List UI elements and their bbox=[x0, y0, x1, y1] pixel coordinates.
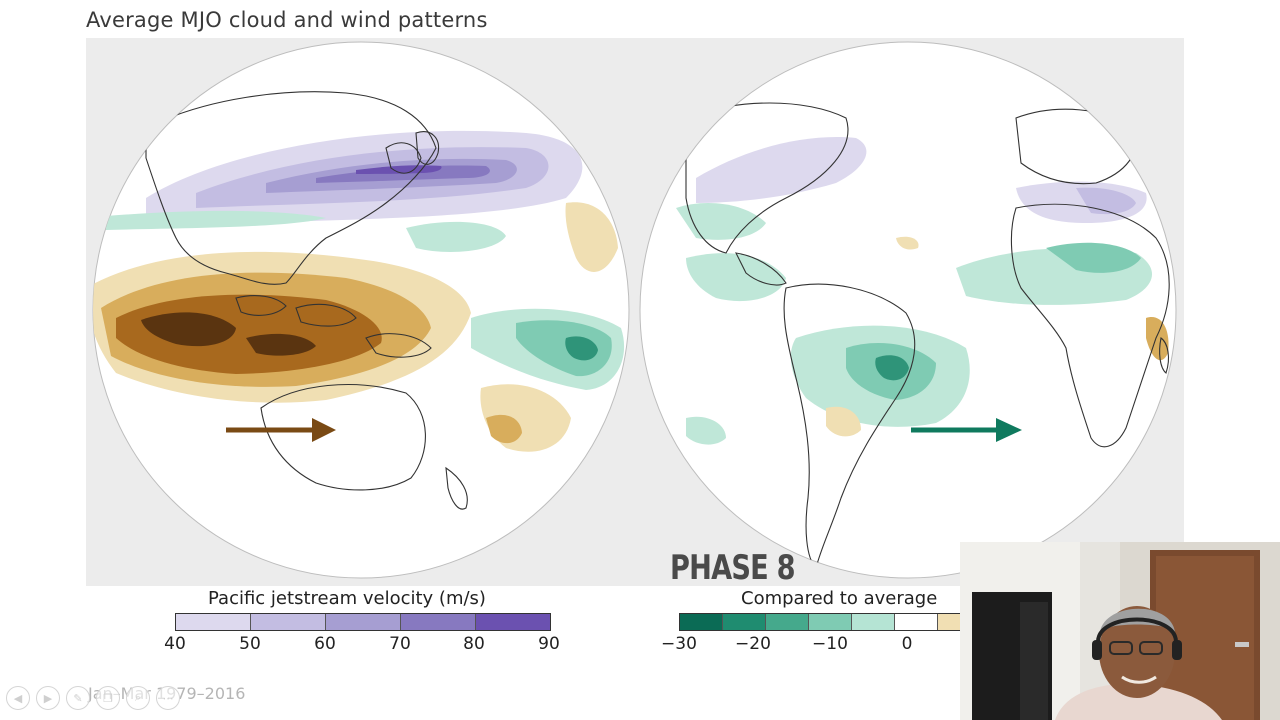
anom-tick-neg30: −30 bbox=[661, 634, 697, 654]
anom-tick-neg10: −10 bbox=[812, 634, 848, 654]
anom-cell-5 bbox=[895, 614, 938, 630]
jet-cell-1 bbox=[251, 614, 326, 630]
presenter-webcam bbox=[960, 542, 1280, 720]
presenter-head bbox=[1099, 606, 1175, 698]
phase-label: PHASE 8 bbox=[670, 548, 796, 588]
eastward-arrow-teal bbox=[911, 418, 1022, 442]
jet-tick-80: 80 bbox=[463, 634, 485, 654]
eastward-arrow-brown bbox=[226, 418, 336, 442]
jetstream-band-atlantic bbox=[696, 137, 867, 203]
anom-tick-0: 0 bbox=[901, 634, 913, 654]
australia-outline bbox=[260, 384, 426, 491]
copy-icon[interactable]: ❐ bbox=[96, 686, 120, 710]
anomaly-colorbar bbox=[679, 613, 981, 631]
webcam-scene bbox=[960, 542, 1280, 720]
north-america-outline bbox=[685, 102, 849, 254]
anom-cell-2 bbox=[766, 614, 809, 630]
jet-cell-0 bbox=[176, 614, 251, 630]
anomaly-legend-title: Compared to average bbox=[741, 588, 938, 609]
anom-cell-3 bbox=[809, 614, 852, 630]
anom-cell-1 bbox=[723, 614, 766, 630]
jet-tick-40: 40 bbox=[164, 634, 186, 654]
jet-tick-50: 50 bbox=[239, 634, 261, 654]
arrow-right-icon[interactable]: ▶ bbox=[36, 686, 60, 710]
jet-cell-4 bbox=[476, 614, 550, 630]
jet-cell-2 bbox=[326, 614, 401, 630]
slide-title: Average MJO cloud and wind patterns bbox=[86, 8, 488, 32]
jetstream-legend-title: Pacific jetstream velocity (m/s) bbox=[208, 588, 486, 609]
teal-anomaly-pacific bbox=[406, 221, 506, 252]
slideshow-controls: ◀ ▶ ✎ ❐ ⌕ ⋯ bbox=[6, 686, 180, 710]
anom-cell-4 bbox=[852, 614, 895, 630]
jet-tick-90: 90 bbox=[538, 634, 560, 654]
left-globe bbox=[92, 41, 630, 579]
zoom-icon[interactable]: ⌕ bbox=[126, 686, 150, 710]
right-globe bbox=[639, 41, 1177, 579]
japan-outline bbox=[415, 131, 440, 165]
asia-outline bbox=[145, 91, 437, 285]
anom-cell-0 bbox=[680, 614, 723, 630]
more-icon[interactable]: ⋯ bbox=[156, 686, 180, 710]
jet-tick-70: 70 bbox=[389, 634, 411, 654]
map-panel: PHASE 8 bbox=[86, 38, 1184, 588]
africa-outline bbox=[1010, 203, 1170, 448]
anom-tick-neg20: −20 bbox=[735, 634, 771, 654]
south-america-outline bbox=[783, 283, 916, 570]
arrow-left-icon[interactable]: ◀ bbox=[6, 686, 30, 710]
jet-tick-60: 60 bbox=[314, 634, 336, 654]
jetstream-colorbar bbox=[175, 613, 551, 631]
presenter-body bbox=[1055, 683, 1222, 720]
globes-figure bbox=[92, 41, 1177, 579]
jet-cell-3 bbox=[401, 614, 476, 630]
pen-icon[interactable]: ✎ bbox=[66, 686, 90, 710]
